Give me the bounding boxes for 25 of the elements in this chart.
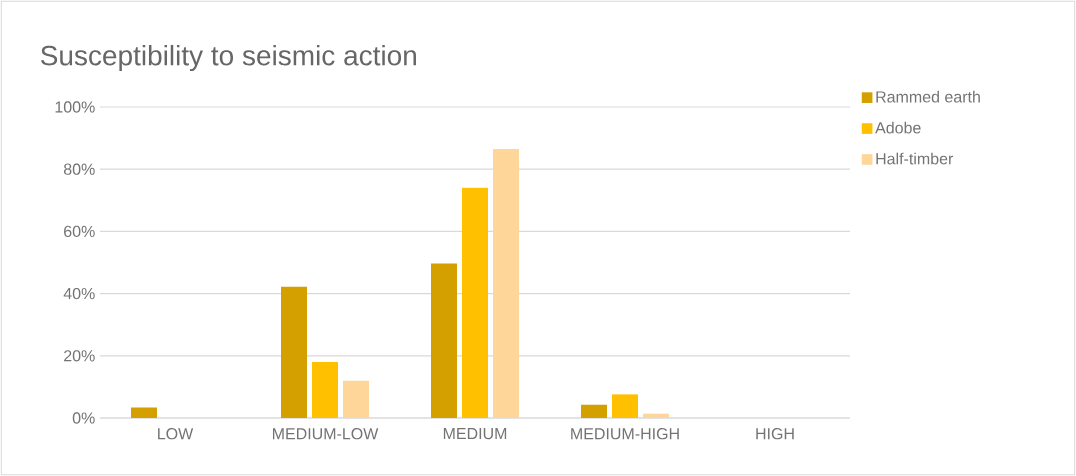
bar — [131, 407, 157, 418]
x-tick-label: LOW — [158, 428, 194, 440]
x-tick-label: HIGH — [756, 428, 794, 440]
bar — [431, 263, 457, 418]
y-tick-label: 0% — [72, 412, 95, 424]
bar — [281, 286, 307, 418]
y-tick-label: 40% — [63, 287, 95, 300]
x-tick-label: MEDIUM-HIGH — [571, 428, 679, 440]
bar — [462, 187, 488, 418]
y-tick-label: 60% — [64, 225, 95, 238]
legend-label: Adobe — [875, 121, 921, 134]
bar — [343, 380, 369, 418]
legend-label: Rammed earth — [876, 90, 980, 103]
bar — [493, 148, 519, 418]
legend-label: Half-timber — [876, 152, 954, 165]
x-tick-label: MEDIUM — [443, 428, 507, 440]
y-tick-label: 20% — [64, 350, 95, 362]
y-tick-label: 100% — [55, 101, 95, 113]
bar — [581, 404, 607, 418]
bar — [643, 413, 670, 418]
x-tick-label: MEDIUM-LOW — [272, 428, 379, 440]
bar — [312, 362, 338, 418]
bar — [612, 394, 638, 418]
chart-title: Susceptibility to seismic action — [40, 44, 416, 72]
y-tick-label: 80% — [63, 163, 95, 175]
